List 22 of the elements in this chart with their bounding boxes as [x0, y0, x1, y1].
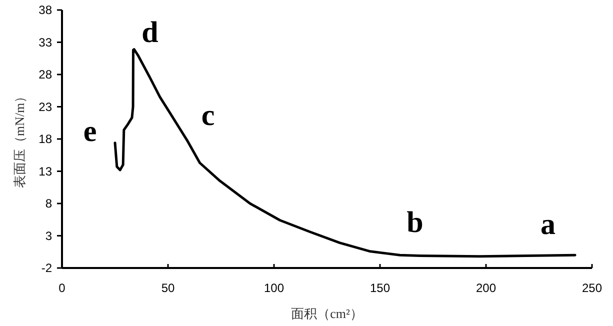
y-tick-label: 33	[38, 35, 52, 50]
y-tick-label: 38	[38, 3, 52, 17]
x-tick-label: 200	[476, 281, 496, 295]
y-tick-label: 28	[38, 68, 52, 82]
x-tick-label: 100	[264, 281, 284, 295]
x-tick-label: 0	[58, 281, 66, 295]
annotation: a	[540, 208, 556, 241]
x-tick-label: 250	[582, 281, 602, 295]
x-tick-label: 50	[161, 281, 175, 295]
annotation: b	[406, 206, 424, 239]
y-tick-label: 18	[38, 132, 52, 146]
annotation: e	[83, 115, 97, 148]
y-tick-label: 8	[45, 196, 52, 210]
y-tick-label: -2	[41, 261, 52, 275]
x-tick-label: 150	[370, 281, 390, 295]
y-tick-label: 13	[38, 164, 52, 178]
y-tick-label: 3	[45, 228, 52, 243]
annotation: d	[142, 16, 159, 49]
y-tick-label: 23	[38, 100, 52, 114]
y-axis-title: 表面压（mN/m）	[12, 90, 27, 188]
x-axis-title: 面积（cm²）	[291, 306, 363, 321]
annotation: c	[201, 99, 215, 132]
